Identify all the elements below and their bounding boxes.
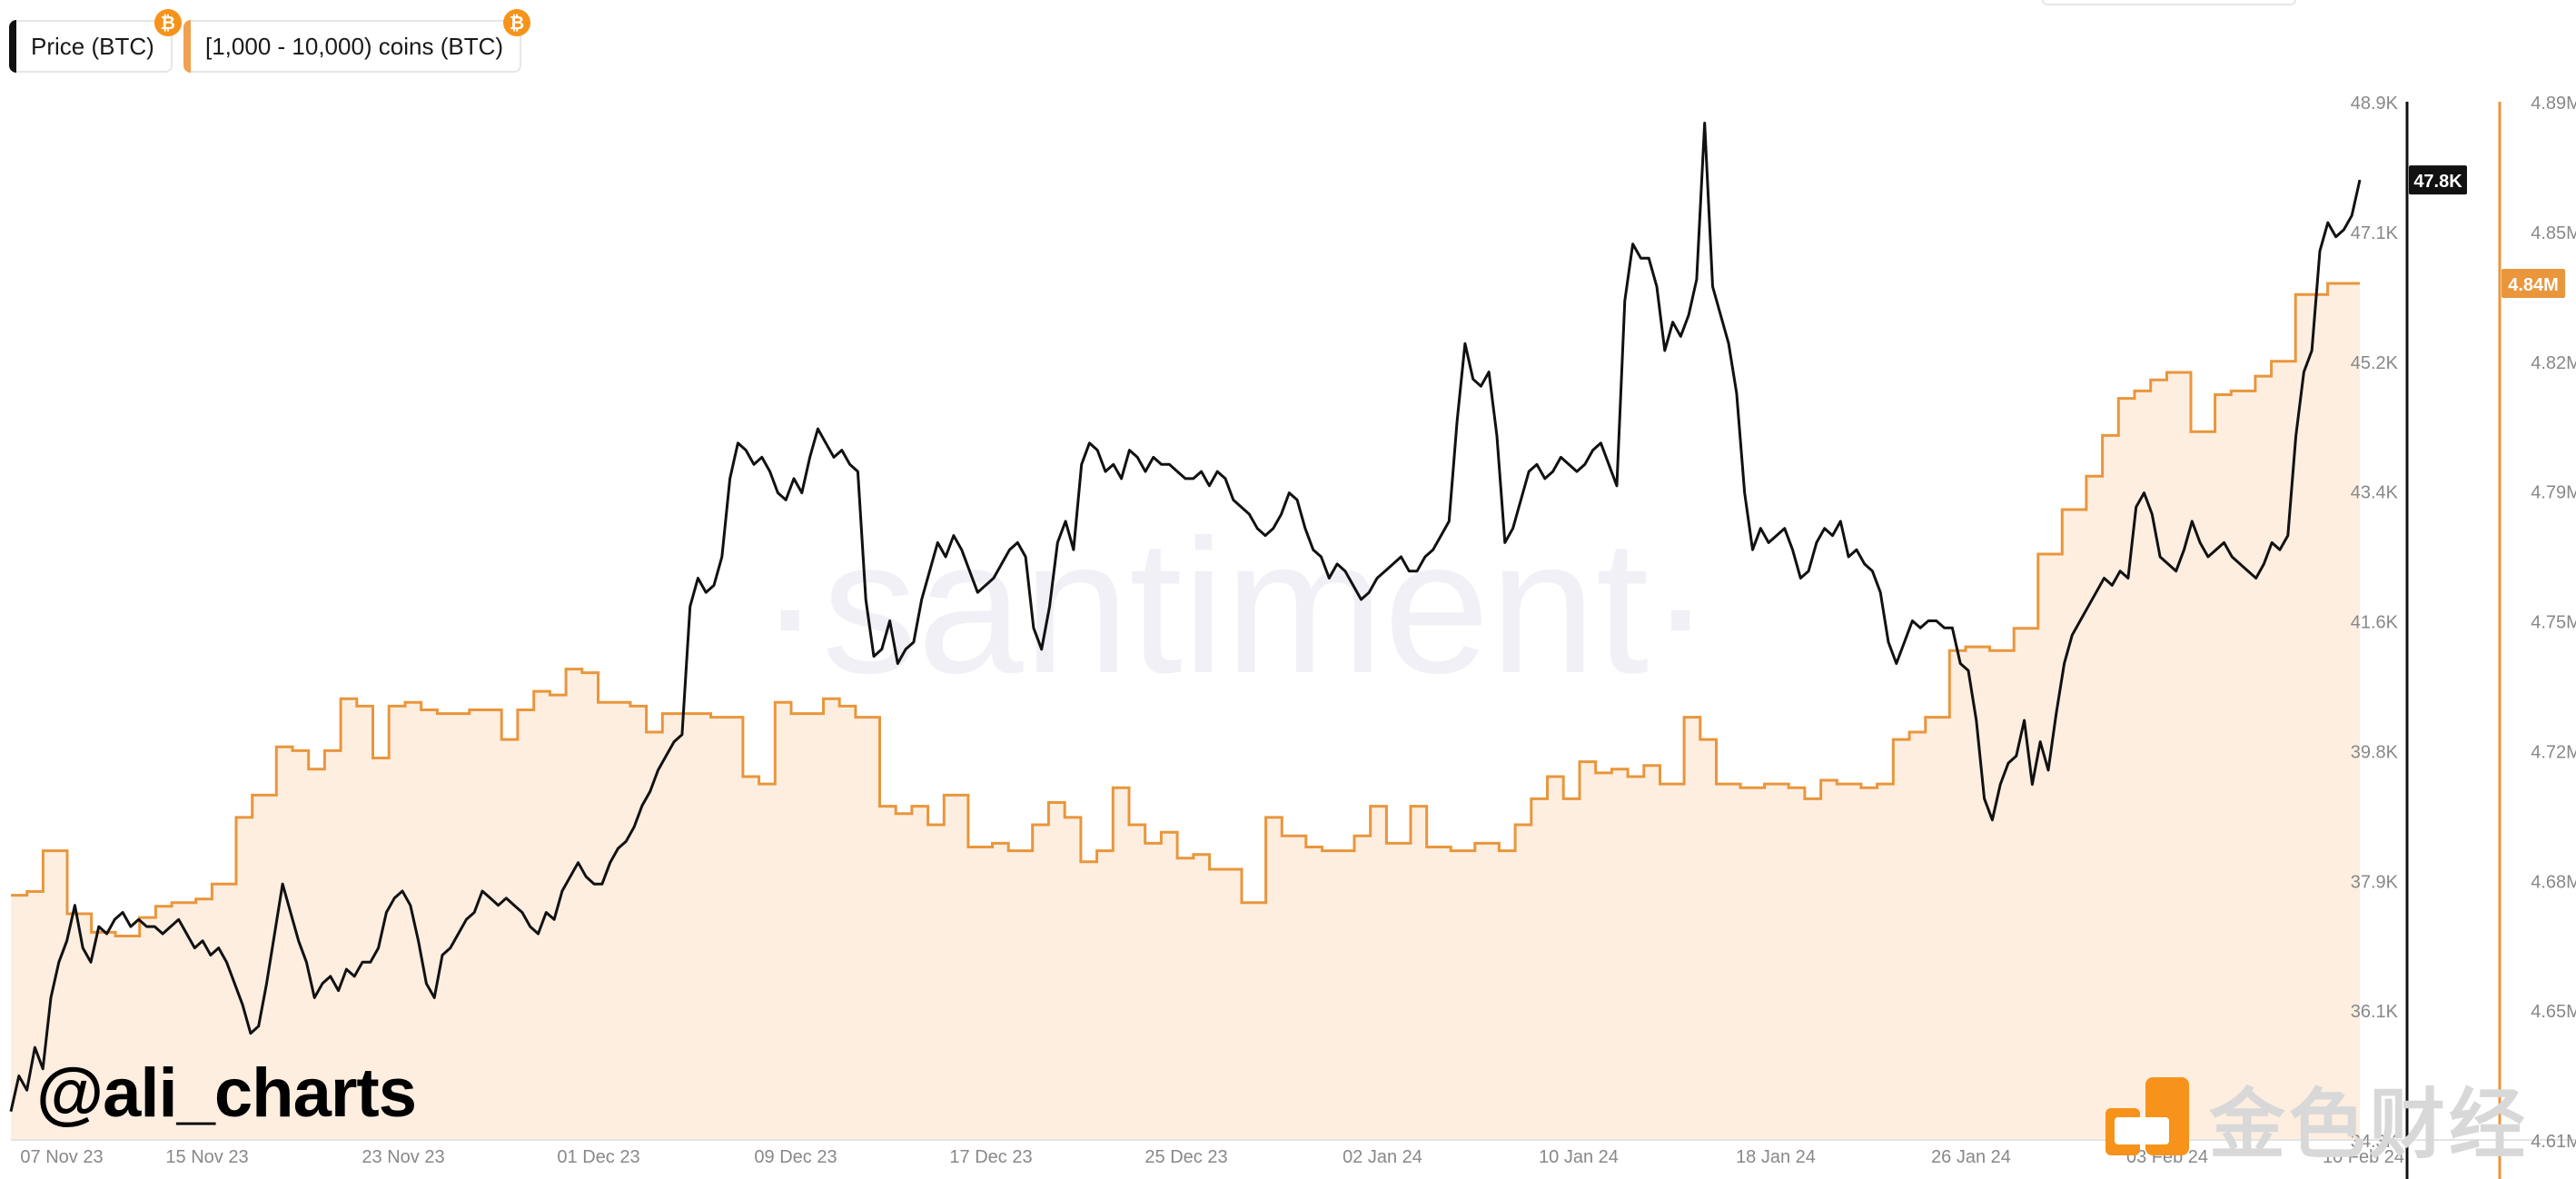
- y-right-tick-label: 4.79M: [2531, 483, 2576, 503]
- x-tick-label: 02 Jan 24: [1342, 1147, 1422, 1167]
- y-right-tick-label: 4.85M: [2531, 223, 2576, 243]
- current-holdings-label: 4.84M: [2508, 275, 2559, 295]
- x-tick-label: 09 Dec 23: [754, 1147, 837, 1167]
- x-tick-label: 01 Dec 23: [557, 1147, 639, 1167]
- x-tick-label: 25 Dec 23: [1144, 1147, 1227, 1167]
- bitcoin-icon: ₿: [154, 9, 182, 36]
- y-left-tick-label: 39.8K: [2351, 742, 2399, 762]
- holdings-area-fill: [11, 283, 2360, 1140]
- x-tick-label: 07 Nov 23: [20, 1147, 103, 1167]
- x-tick-label: 10 Feb 24: [2323, 1147, 2404, 1167]
- x-tick-label: 26 Jan 24: [1931, 1147, 2011, 1167]
- y-left-tick-label: 41.6K: [2351, 613, 2399, 633]
- current-value-badges: 47.8K 4.84M: [2409, 165, 2565, 299]
- current-holdings-badge: [2502, 269, 2565, 299]
- series-lines: [9, 122, 2362, 1113]
- legend-item-price[interactable]: Price (BTC) ₿: [9, 9, 182, 73]
- y-right-tick-label: 4.89M: [2531, 94, 2576, 114]
- y-axis-right-ticks: 4.89M 4.85M 4.82M 4.79M 4.75M 4.72M 4.68M 4.65M…: [2531, 94, 2576, 1152]
- author-watermark: @ali_charts: [36, 1055, 417, 1132]
- y-right-tick-label: 4.82M: [2531, 353, 2576, 373]
- y-right-tick-label: 4.75M: [2531, 613, 2576, 633]
- holdings-area: [11, 283, 2360, 1140]
- x-tick-label: 23 Nov 23: [362, 1147, 444, 1167]
- legend-item-holdings[interactable]: [1,000 - 10,000) coins (BTC) ₿: [183, 9, 531, 73]
- bitcoin-icon: ₿: [503, 9, 531, 36]
- legend-label-holdings: [1,000 - 10,000) coins (BTC): [205, 32, 504, 60]
- legend-color-bar: [183, 20, 191, 73]
- y-right-tick-label: 4.72M: [2531, 742, 2576, 762]
- x-tick-label: 17 Dec 23: [949, 1147, 1032, 1167]
- x-tick-label: 15 Nov 23: [165, 1147, 248, 1167]
- y-left-tick-label: 47.1K: [2351, 223, 2399, 243]
- y-left-tick-label: 43.4K: [2351, 483, 2399, 503]
- current-price-badge: [2409, 165, 2467, 195]
- price-series-line: [9, 122, 2362, 1113]
- legend-color-bar: [9, 20, 16, 73]
- y-left-tick-label: 36.1K: [2351, 1002, 2399, 1022]
- legend-label-price: Price (BTC): [31, 32, 154, 60]
- jinse-logo-icon: [2105, 1077, 2193, 1159]
- santiment-watermark: ·santiment·: [758, 500, 1712, 713]
- y-left-tick-label: 45.2K: [2351, 353, 2399, 373]
- y-right-tick-label: 4.61M: [2531, 1132, 2576, 1152]
- x-tick-label: 18 Jan 24: [1736, 1147, 1816, 1167]
- x-tick-label: 10 Jan 24: [1539, 1147, 1619, 1167]
- y-right-tick-label: 4.68M: [2531, 872, 2576, 892]
- x-axis-ticks: 07 Nov 23 15 Nov 23 23 Nov 23 01 Dec 23 09 D…: [20, 1147, 2404, 1167]
- current-price-label: 47.8K: [2413, 172, 2462, 192]
- holdings-series-line: [11, 282, 2360, 937]
- y-right-tick-label: 4.65M: [2531, 1002, 2576, 1022]
- y-left-tick-label: 48.9K: [2351, 94, 2399, 114]
- brand-text: 金色财经: [2209, 1079, 2530, 1169]
- y-left-tick-label: 34.3K: [2351, 1132, 2399, 1152]
- top-control-edge[interactable]: [2042, 0, 2296, 5]
- brand-logo: 金色财经: [2105, 1077, 2529, 1169]
- y-axis-left-ticks: 48.9K 47.1K 45.2K 43.4K 41.6K 39.8K 37.9K 36.1K…: [2351, 94, 2399, 1152]
- y-left-tick-label: 37.9K: [2351, 872, 2399, 892]
